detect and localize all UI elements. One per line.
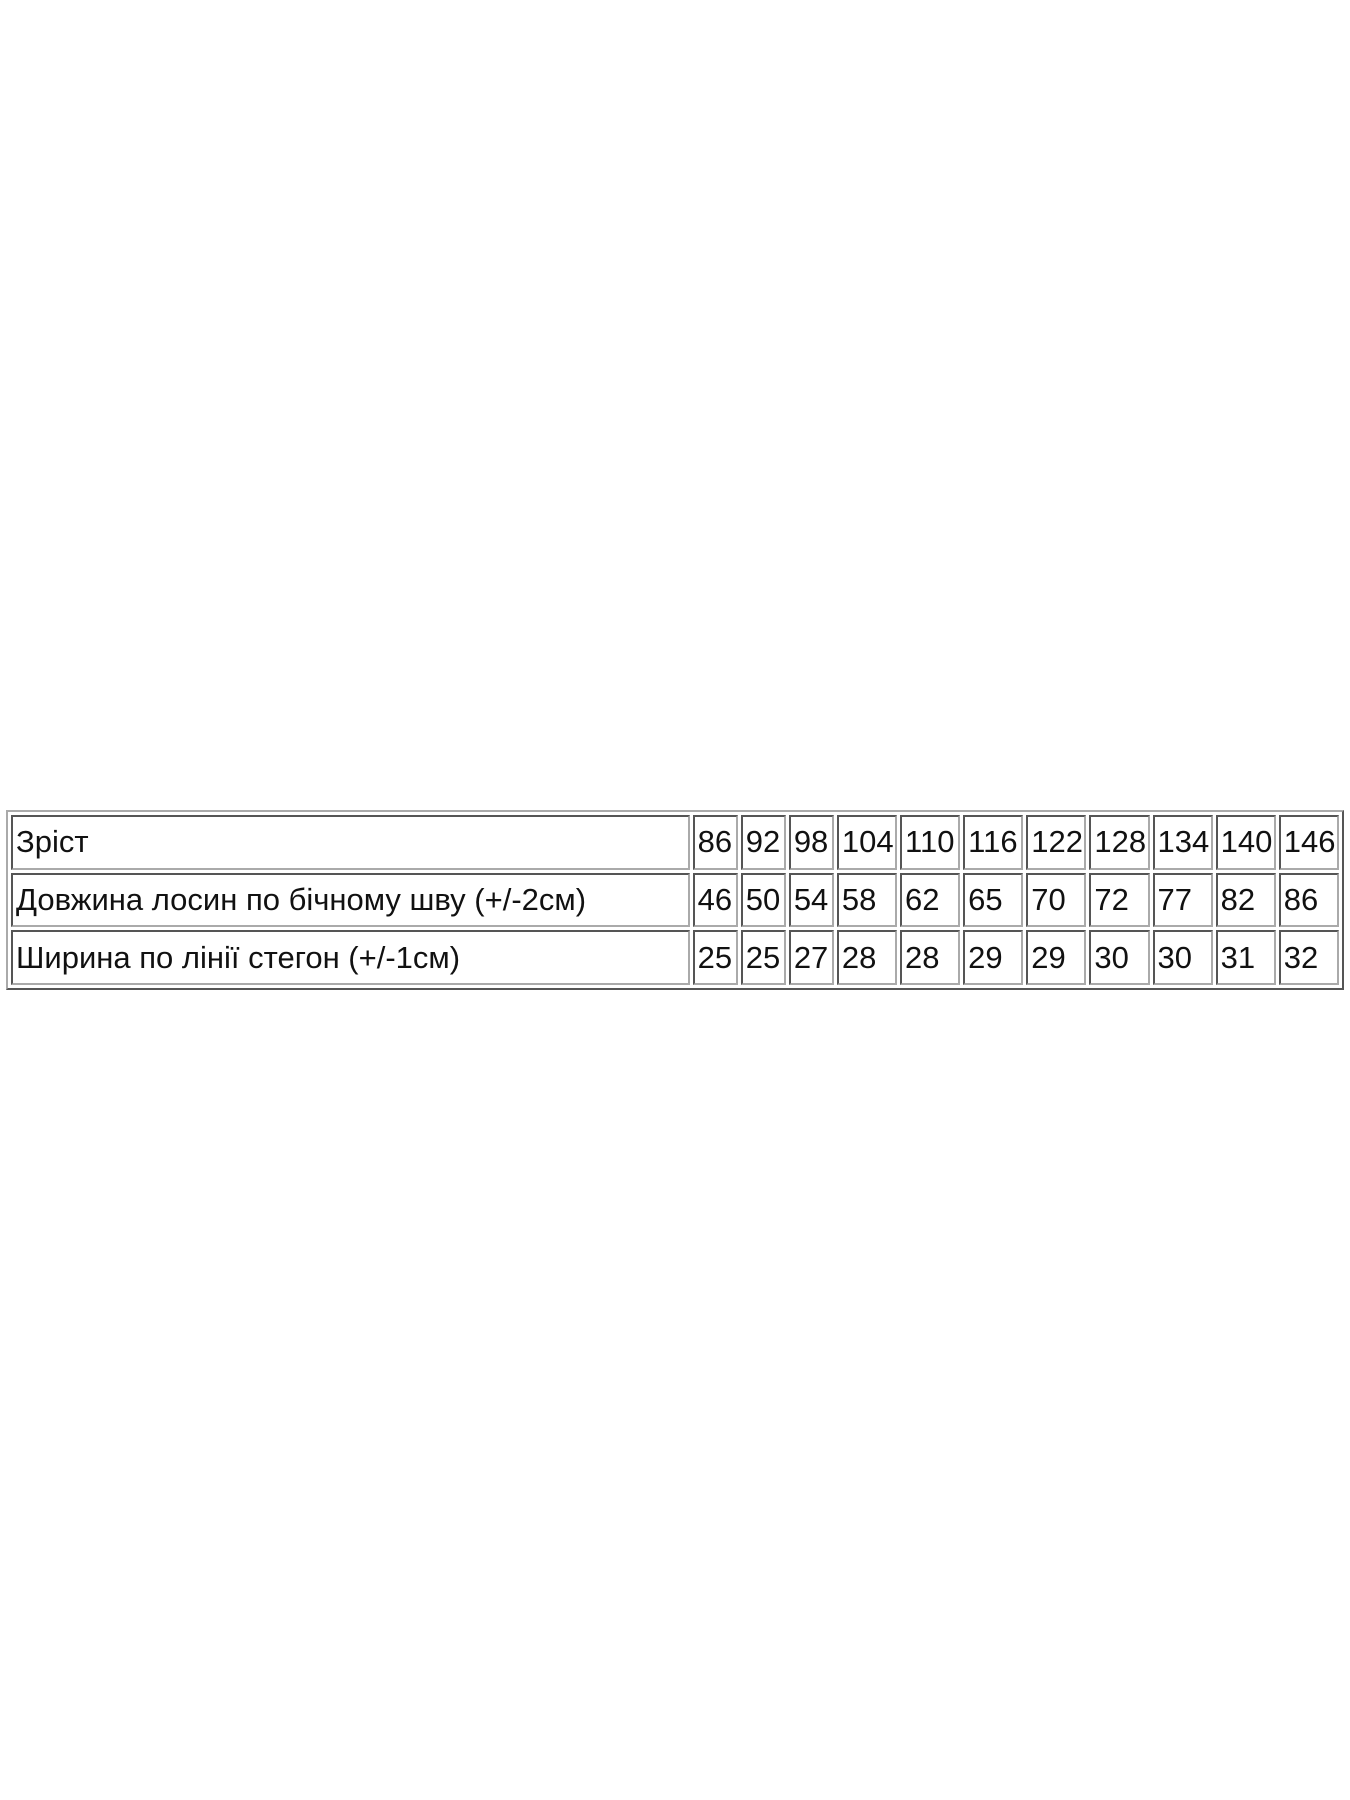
table-cell: 82 [1215,872,1276,928]
table-cell: 62 [900,872,961,928]
table-cell: 140 [1215,815,1276,870]
table-cell: 29 [1026,930,1087,985]
table-cell: 25 [740,930,786,985]
table-cell: 30 [1152,930,1213,985]
table-cell: 128 [1089,815,1150,870]
table-cell: 28 [836,930,898,985]
table-row: Ширина по лінії стегон (+/-1см) 25 25 27 28 2… [11,930,1339,985]
table-cell: 122 [1026,815,1087,870]
table-cell: 86 [1278,872,1339,928]
table-row: Зріст 86 92 98 104 110 116 122 128 134 140 146 [11,815,1339,870]
table-cell: 134 [1152,815,1213,870]
table-cell: 104 [836,815,898,870]
table-cell: 31 [1215,930,1276,985]
table-cell: 110 [900,815,961,870]
table-cell: 54 [788,872,834,928]
table-cell: 86 [692,815,738,870]
table-cell: 50 [740,872,786,928]
row-label: Ширина по лінії стегон (+/-1см) [11,930,690,985]
size-chart-table: Зріст 86 92 98 104 110 116 122 128 134 140 146 Довжи… [6,810,1344,990]
table-cell: 70 [1026,872,1087,928]
table-cell: 25 [692,930,738,985]
table-cell: 30 [1089,930,1150,985]
table-cell: 28 [900,930,961,985]
table-cell: 116 [963,815,1024,870]
table-cell: 65 [963,872,1024,928]
row-label: Зріст [11,815,690,870]
row-label: Довжина лосин по бічному шву (+/-2см) [11,872,690,928]
table-cell: 77 [1152,872,1213,928]
table-cell: 92 [740,815,786,870]
table-cell: 27 [788,930,834,985]
table-cell: 46 [692,872,738,928]
table-cell: 98 [788,815,834,870]
table-cell: 29 [963,930,1024,985]
table-cell: 32 [1278,930,1339,985]
table-cell: 58 [836,872,898,928]
table-row: Довжина лосин по бічному шву (+/-2см) 46 5… [11,872,1339,928]
table-cell: 72 [1089,872,1150,928]
table-cell: 146 [1278,815,1339,870]
